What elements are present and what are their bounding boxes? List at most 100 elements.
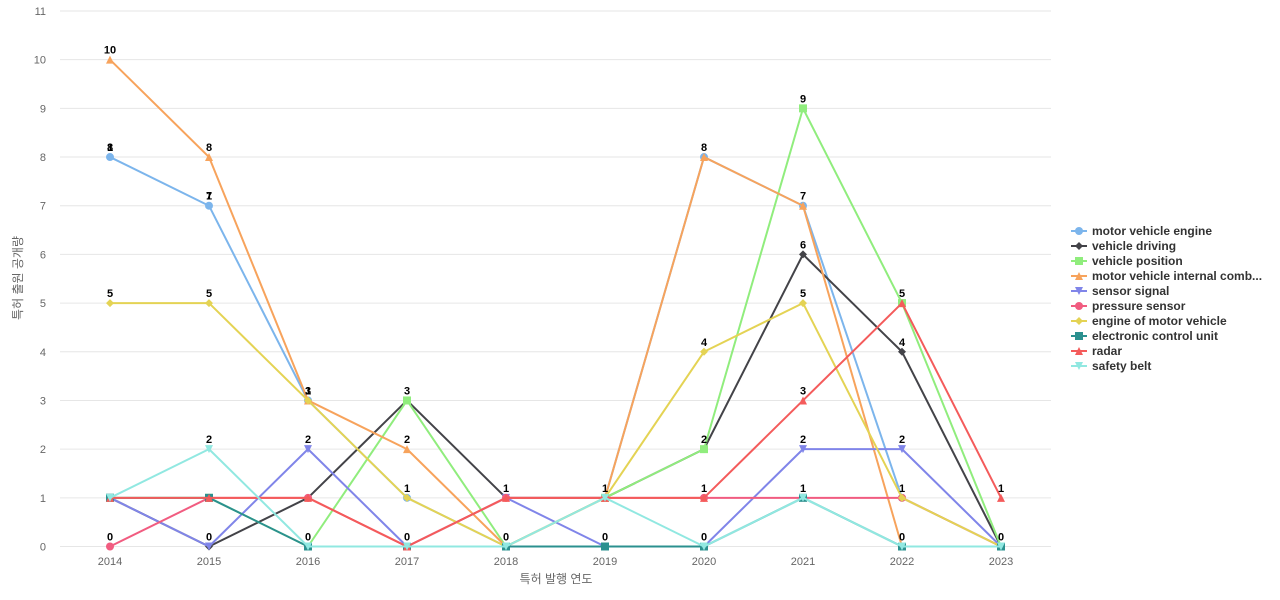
data-point bbox=[304, 445, 312, 454]
data-label: 6 bbox=[800, 239, 806, 251]
data-label: 7 bbox=[800, 191, 806, 203]
y-tick-label: 3 bbox=[40, 395, 46, 407]
legend-item[interactable]: sensor signal bbox=[1071, 284, 1169, 298]
data-label: 1 bbox=[602, 483, 608, 495]
data-label: 1 bbox=[206, 191, 212, 203]
data-label: 1 bbox=[800, 483, 806, 495]
data-point bbox=[799, 396, 807, 405]
x-tick-label: 2019 bbox=[593, 556, 617, 568]
legend-marker bbox=[1075, 287, 1083, 295]
data-label: 1 bbox=[503, 483, 509, 495]
series-9 bbox=[106, 445, 1005, 551]
data-label: 5 bbox=[107, 288, 113, 300]
data-label: 3 bbox=[800, 385, 806, 397]
data-label: 3 bbox=[305, 385, 311, 397]
x-tick-label: 2020 bbox=[692, 556, 716, 568]
data-point bbox=[799, 445, 807, 454]
x-tick-label: 2015 bbox=[197, 556, 221, 568]
data-label: 0 bbox=[998, 532, 1004, 544]
data-label: 0 bbox=[404, 532, 410, 544]
data-label: 0 bbox=[602, 532, 608, 544]
data-point bbox=[106, 542, 114, 551]
data-point bbox=[205, 201, 213, 210]
y-tick-label: 5 bbox=[40, 298, 46, 310]
data-point bbox=[700, 493, 708, 502]
data-label: 9 bbox=[800, 93, 806, 105]
data-label: 5 bbox=[899, 288, 905, 300]
data-label: 5 bbox=[800, 288, 806, 300]
legend-label: motor vehicle internal comb... bbox=[1092, 269, 1262, 283]
legend-item[interactable]: motor vehicle engine bbox=[1071, 224, 1212, 238]
legend-label: pressure sensor bbox=[1092, 299, 1186, 313]
data-point bbox=[700, 347, 708, 356]
data-point bbox=[601, 493, 609, 502]
data-point bbox=[403, 493, 411, 502]
x-tick-label: 2018 bbox=[494, 556, 518, 568]
legend-marker bbox=[1075, 332, 1083, 340]
data-label: 5 bbox=[206, 288, 212, 300]
legend-item[interactable]: safety belt bbox=[1071, 359, 1151, 373]
data-point bbox=[898, 445, 906, 454]
data-label: 2 bbox=[701, 434, 707, 446]
data-label: 2 bbox=[305, 434, 311, 446]
data-point bbox=[205, 153, 213, 162]
y-tick-label: 8 bbox=[40, 152, 46, 164]
legend-marker bbox=[1075, 257, 1083, 265]
data-point bbox=[799, 201, 807, 210]
data-label: 10 bbox=[104, 45, 116, 57]
legend-item[interactable]: pressure sensor bbox=[1071, 299, 1186, 313]
data-point bbox=[304, 542, 312, 551]
data-label: 8 bbox=[206, 142, 212, 154]
data-point bbox=[799, 250, 807, 259]
data-label: 1 bbox=[107, 142, 113, 154]
data-label: 0 bbox=[107, 532, 113, 544]
legend-marker bbox=[1075, 272, 1083, 280]
data-label: 0 bbox=[503, 532, 509, 544]
x-tick-label: 2023 bbox=[989, 556, 1013, 568]
series-line bbox=[109, 448, 1002, 548]
legend-label: safety belt bbox=[1092, 359, 1151, 373]
legend-marker bbox=[1075, 347, 1083, 355]
data-point bbox=[700, 445, 708, 454]
data-label: 2 bbox=[404, 434, 410, 446]
y-tick-label: 9 bbox=[40, 103, 46, 115]
y-axis-title: 특허 출원 공개량 bbox=[11, 236, 25, 320]
legend-item[interactable]: motor vehicle internal comb... bbox=[1071, 269, 1262, 283]
data-label: 4 bbox=[899, 337, 906, 349]
data-label: 1 bbox=[305, 385, 311, 397]
data-label-layer: 1085108752103210321010108421097653215421… bbox=[104, 45, 1004, 544]
y-tick-label: 11 bbox=[35, 6, 46, 18]
data-point bbox=[700, 153, 708, 162]
legend-item[interactable]: vehicle position bbox=[1071, 254, 1183, 268]
data-point bbox=[205, 445, 213, 454]
y-tick-label: 7 bbox=[40, 201, 46, 213]
data-label: 0 bbox=[305, 532, 311, 544]
data-label: 2 bbox=[800, 434, 806, 446]
data-point bbox=[898, 493, 906, 502]
data-point bbox=[898, 542, 906, 551]
legend-item[interactable]: electronic control unit bbox=[1071, 329, 1218, 343]
data-point bbox=[106, 153, 114, 162]
legend-item[interactable]: vehicle driving bbox=[1071, 239, 1176, 253]
series-2 bbox=[106, 104, 1005, 551]
data-label: 7 bbox=[206, 191, 212, 203]
grid-layer bbox=[60, 10, 1051, 547]
legend-item[interactable]: radar bbox=[1071, 344, 1122, 358]
series-layer bbox=[106, 55, 1005, 551]
x-tick-label: 2021 bbox=[791, 556, 815, 568]
data-point bbox=[997, 493, 1005, 502]
data-point bbox=[403, 396, 411, 405]
data-point bbox=[403, 445, 411, 454]
data-label: 3 bbox=[404, 385, 410, 397]
y-tick-label: 2 bbox=[40, 444, 46, 456]
legend-item[interactable]: engine of motor vehicle bbox=[1071, 314, 1227, 328]
legend-label: vehicle position bbox=[1092, 254, 1183, 268]
data-point bbox=[799, 299, 807, 308]
data-label: 0 bbox=[899, 532, 905, 544]
legend-label: engine of motor vehicle bbox=[1092, 314, 1227, 328]
x-tick-label: 2014 bbox=[98, 556, 122, 568]
data-point bbox=[106, 55, 114, 64]
